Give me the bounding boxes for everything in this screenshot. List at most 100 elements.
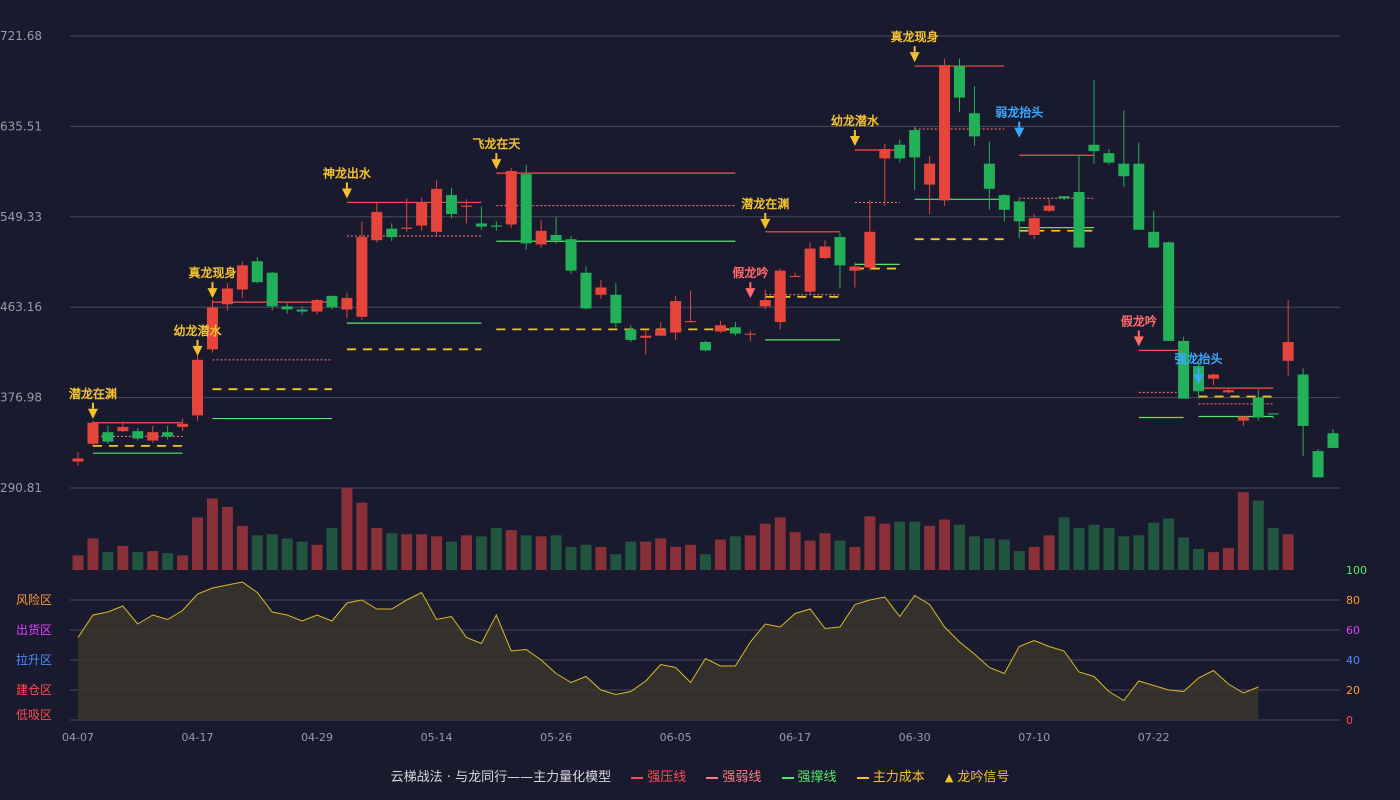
volume-bar: [117, 545, 129, 570]
legend-item-support[interactable]: 强撑线: [781, 766, 837, 785]
volume-bar: [535, 536, 547, 570]
candle-body: [998, 195, 1010, 210]
date-axis-label: 05-14: [421, 731, 453, 744]
candle-body: [1118, 163, 1130, 177]
candle-body: [102, 432, 114, 442]
candle-body: [714, 325, 726, 332]
candle-body: [1282, 341, 1294, 361]
volume-bar: [102, 552, 114, 570]
zone-label: 风险区: [16, 592, 52, 607]
candle-body: [744, 333, 756, 335]
volume-bar: [789, 532, 801, 570]
candle-body: [1073, 191, 1085, 248]
legend-label-cost: 主力成本: [872, 770, 925, 785]
volume-bar: [236, 525, 248, 570]
volume-bar: [1028, 546, 1040, 570]
candle-body: [953, 66, 965, 98]
volume-bar: [595, 546, 607, 570]
candle-body: [236, 265, 248, 290]
volume-bar: [759, 523, 771, 570]
legend-swatch-support: [781, 776, 794, 779]
candle-body: [1088, 144, 1100, 152]
legend-label-resistance: 强压线: [647, 770, 687, 785]
candle-body: [490, 225, 502, 227]
volume-bar: [968, 536, 980, 570]
volume-bar: [401, 534, 413, 570]
signal-arrow-icon: [909, 52, 920, 63]
volume-bar: [1103, 527, 1115, 570]
price-axis-label: 635.51: [0, 119, 42, 133]
candle-body: [774, 270, 786, 323]
triangle-icon: ▲: [944, 771, 954, 784]
signal-arrow-icon: [849, 136, 860, 147]
volume-bar: [1282, 534, 1294, 570]
volume-bar: [1163, 518, 1175, 570]
signal-arrow-icon: [87, 408, 98, 419]
candle-body: [1222, 390, 1234, 393]
legend-label-weak: 强弱线: [722, 770, 762, 785]
candle-body: [1252, 397, 1264, 418]
signal-arrow-icon: [1133, 336, 1144, 347]
candle-body: [580, 272, 592, 309]
volume-bar: [1252, 500, 1264, 570]
volume-bar: [610, 554, 622, 570]
volume-bar: [834, 540, 846, 570]
volume-bar: [266, 534, 278, 570]
volume-bar: [206, 498, 218, 570]
candle-body: [147, 432, 159, 441]
volume-bar: [819, 533, 831, 570]
volume-bar: [1193, 548, 1205, 570]
candle-body: [924, 163, 936, 185]
date-axis-label: 06-30: [899, 731, 931, 744]
date-axis-label: 04-29: [301, 731, 333, 744]
candle-body: [625, 329, 637, 340]
candle-body: [431, 188, 443, 232]
volume-bar: [326, 527, 338, 570]
signal-arrow-icon: [341, 188, 352, 199]
candle-body: [1267, 413, 1279, 415]
volume-bar: [744, 535, 756, 570]
candle-body: [266, 272, 278, 307]
candle-body: [804, 248, 816, 292]
signal-arrow-icon: [1014, 127, 1025, 138]
signal-label: 潜龙在渊: [741, 196, 789, 211]
volume-bar: [565, 546, 577, 570]
candle-body: [162, 432, 174, 437]
legend-item-resistance[interactable]: 强压线: [631, 766, 686, 785]
legend-item-cost[interactable]: 主力成本: [856, 766, 925, 785]
candle-body: [1163, 242, 1175, 341]
candle-body: [789, 275, 801, 278]
legend-item-signal[interactable]: ▲ 龙吟信号: [945, 766, 1009, 785]
volume-bar: [192, 517, 204, 570]
legend-title: 云梯战法 · 与龙同行——主力量化模型: [390, 770, 612, 785]
price-axis-label: 721.68: [0, 29, 42, 43]
candle-body: [968, 113, 980, 137]
legend-item-weak[interactable]: 强弱线: [706, 766, 761, 785]
volume-bar: [550, 535, 562, 570]
zone-label: 拉升区: [16, 652, 52, 667]
volume-bar: [714, 539, 726, 570]
signal-label: 真龙现身: [891, 29, 939, 44]
legend-swatch-weak: [706, 776, 719, 779]
volume-bar: [446, 541, 458, 570]
candle-body: [729, 327, 741, 334]
candle-body: [460, 205, 472, 207]
volume-bar: [640, 541, 652, 570]
candle-body: [356, 237, 368, 317]
candle-body: [834, 237, 846, 266]
candle-body: [983, 163, 995, 189]
candle-body: [595, 287, 607, 295]
candle-body: [326, 295, 338, 308]
price-axis-label: 463.16: [0, 300, 42, 314]
candle-body: [670, 301, 682, 333]
candle-body: [655, 329, 667, 336]
candle-body: [1013, 201, 1025, 222]
candle-body: [759, 300, 771, 307]
candle-body: [1327, 433, 1339, 448]
volume-bar: [311, 544, 323, 570]
signal-arrow-icon: [192, 345, 203, 356]
candle-body: [1178, 340, 1190, 399]
signal-label: 飞龙在天: [472, 136, 521, 151]
candle-body: [206, 307, 218, 350]
candle-body: [72, 458, 84, 462]
